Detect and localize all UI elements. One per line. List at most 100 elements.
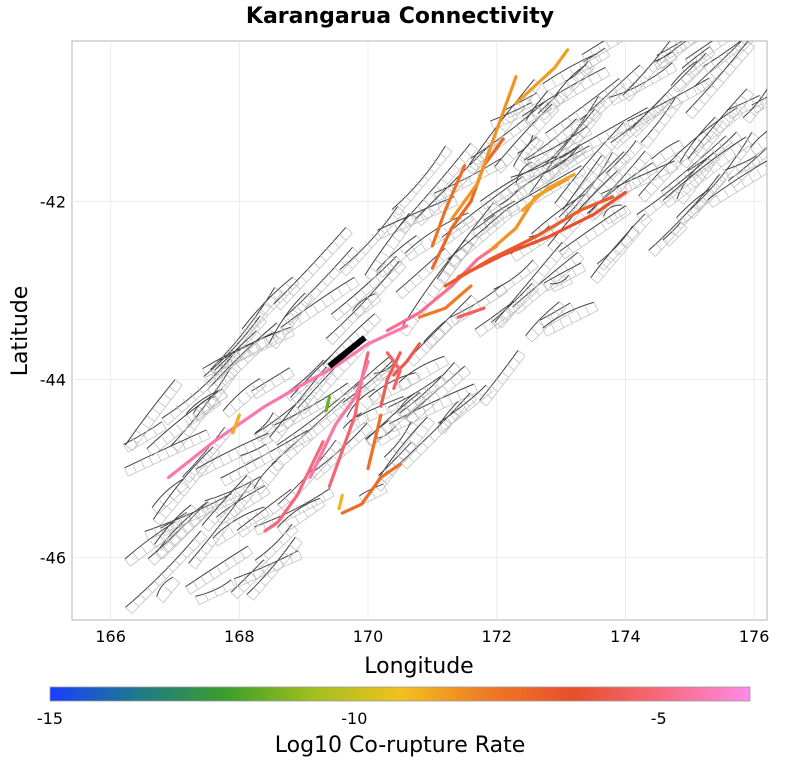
background-fault-trace — [470, 100, 546, 159]
background-fault-trace — [670, 60, 698, 86]
connected-fault-trace — [385, 351, 402, 390]
background-fault-trace — [586, 162, 653, 215]
background-fault-trace — [170, 366, 232, 447]
background-fault-trace — [124, 379, 176, 446]
background-fault-trace — [156, 576, 174, 597]
background-fault-trace — [542, 95, 600, 167]
background-fault-trace — [640, 96, 677, 144]
background-fault-dip-outline — [525, 90, 556, 127]
background-fault-trace — [240, 443, 267, 457]
background-fault-dip-outline — [277, 498, 326, 536]
background-fault-trace — [212, 506, 265, 539]
background-fault-dip-outline — [356, 396, 408, 426]
background-fault-trace — [398, 355, 445, 384]
background-fault-trace — [679, 116, 716, 163]
background-fault-trace — [376, 235, 417, 272]
background-fault-trace — [125, 530, 202, 608]
colorbar-ticks: -15 -10 -5 — [37, 709, 667, 728]
background-fault-dip-outline — [222, 378, 267, 418]
background-fault-dip-outline — [749, 136, 767, 156]
background-fault-dip-outline — [151, 479, 189, 515]
background-fault-trace — [499, 189, 519, 206]
background-fault-trace — [214, 330, 257, 371]
background-fault-dip-outline — [437, 401, 466, 434]
background-fault-dip-outline — [543, 262, 586, 292]
x-axis-ticks: 166 168 170 172 174 176 — [95, 627, 769, 646]
background-fault-dip-outline — [268, 292, 313, 349]
background-fault-trace — [662, 136, 747, 201]
background-fault-trace — [185, 545, 249, 588]
background-fault-dip-outline — [571, 107, 653, 159]
connected-fault-trace — [379, 351, 402, 408]
background-fault-trace — [638, 154, 678, 197]
background-fault-trace — [207, 322, 278, 391]
background-fault-trace — [253, 460, 277, 489]
background-fault-dip-outline — [195, 579, 236, 605]
background-fault-dip-outline — [537, 93, 565, 121]
background-fault-dip-outline — [608, 62, 678, 106]
background-fault-trace — [685, 41, 714, 60]
background-fault-trace — [330, 255, 397, 315]
background-fault-dip-outline — [681, 46, 716, 76]
background-fault-dip-outline — [185, 545, 254, 595]
background-fault-trace — [391, 145, 446, 210]
background-fault-trace — [588, 150, 646, 214]
background-fault-trace — [559, 205, 627, 252]
background-fault-dip-outline — [368, 372, 421, 406]
background-fault-trace — [222, 378, 261, 412]
connected-fault-trace — [520, 173, 576, 212]
background-fault-dip-outline — [125, 530, 208, 614]
background-fault-trace — [749, 130, 767, 148]
background-fault-trace — [195, 579, 232, 597]
connected-fault-trace — [308, 360, 370, 480]
background-fault-trace — [423, 320, 446, 343]
background-fault-dip-outline — [541, 144, 587, 182]
connected-fault-trace — [324, 395, 332, 413]
background-fault-dip-outline — [638, 155, 684, 203]
background-fault-trace — [276, 497, 321, 529]
background-fault-trace — [474, 300, 515, 330]
background-fault-trace — [290, 354, 333, 398]
background-fault-dip-outline — [686, 131, 760, 219]
colorbar — [49, 686, 751, 702]
background-fault-dip-outline — [352, 293, 382, 319]
background-fault-trace — [525, 301, 560, 337]
background-fault-dip-outline — [325, 260, 407, 345]
background-fault-trace — [201, 474, 248, 526]
background-fault-dip-outline — [398, 356, 450, 391]
background-fault-trace — [152, 446, 214, 520]
x-tick-label: 168 — [224, 627, 255, 646]
background-fault-trace — [273, 226, 347, 305]
y-tick-label: -46 — [40, 549, 66, 568]
background-fault-dip-outline — [376, 235, 423, 278]
connected-fault-trace — [337, 493, 344, 511]
background-fault-trace — [366, 391, 421, 441]
background-fault-trace — [246, 536, 296, 595]
background-fault-trace — [268, 292, 306, 344]
background-fault-dip-outline — [246, 536, 303, 601]
connected-fault-trace — [392, 342, 422, 377]
plot-area — [71, 40, 768, 621]
background-fault-dip-outline — [423, 320, 452, 349]
y-tick-label: -44 — [40, 370, 66, 389]
background-fault-dip-outline — [549, 274, 573, 293]
background-fault-trace — [554, 121, 625, 204]
background-fault-trace — [377, 441, 412, 476]
background-fault-dip-outline — [404, 365, 472, 425]
connected-fault-trace — [430, 137, 505, 270]
background-fault-dip-outline — [339, 206, 405, 277]
background-fault-trace — [600, 160, 675, 195]
background-fault-dip-outline — [640, 96, 684, 149]
background-fault-dip-outline — [559, 205, 632, 260]
background-fault-dip-outline — [565, 60, 595, 89]
background-fault-trace — [210, 287, 276, 370]
background-fault-trace — [236, 488, 292, 531]
background-fault-trace — [494, 241, 563, 323]
background-fault-trace — [541, 143, 581, 175]
background-fault-trace — [686, 131, 753, 214]
connected-fault-trace — [263, 440, 325, 533]
background-fault-dip-outline — [687, 88, 755, 166]
connected-fault-trace — [166, 324, 409, 480]
background-fault-dip-outline — [517, 134, 540, 160]
background-fault-trace — [609, 62, 673, 98]
